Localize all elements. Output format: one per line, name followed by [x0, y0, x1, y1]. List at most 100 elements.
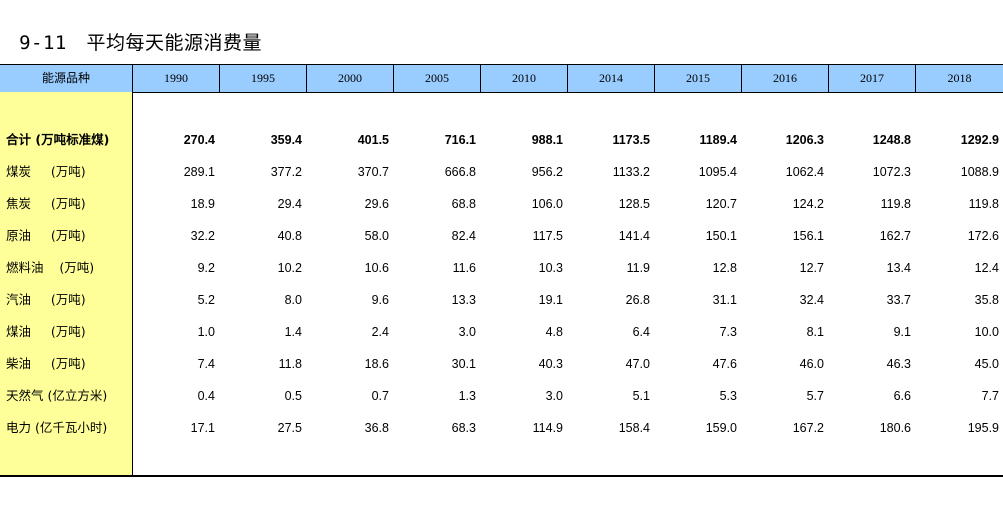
- table-cell: 27.5: [277, 421, 302, 435]
- table-cell: 32.4: [799, 293, 824, 307]
- table-cell: 150.1: [705, 229, 737, 243]
- table-cell: 9.2: [197, 261, 215, 275]
- table-cell: 19.1: [538, 293, 563, 307]
- table-cell: 106.0: [531, 197, 563, 211]
- table-cell: 156.1: [792, 229, 824, 243]
- table-cell: 956.2: [531, 165, 563, 179]
- table-cell: 11.8: [278, 357, 302, 371]
- header-divider: [132, 65, 133, 92]
- row-label: 煤炭 (万吨): [6, 164, 86, 179]
- table-cell: 270.4: [183, 133, 215, 147]
- table-cell: 35.8: [974, 293, 999, 307]
- table-cell: 988.1: [531, 133, 563, 147]
- row-label: 合计 (万吨标准煤): [6, 132, 110, 147]
- table-cell: 9.1: [893, 325, 911, 339]
- table-cell: 12.7: [799, 261, 824, 275]
- page-title: 9-11 平均每天能源消费量: [6, 6, 262, 55]
- table-cell: 5.3: [719, 389, 737, 403]
- table-cell: 26.8: [625, 293, 650, 307]
- table-cell: 32.2: [190, 229, 215, 243]
- table-row: 煤油 (万吨) 1.0 1.4 2.4 3.0 4.8 6.4 7.3 8.1 9.1 10.0: [0, 316, 1003, 348]
- table-cell: 119.8: [880, 197, 911, 211]
- table-row: 燃料油 (万吨) 9.2 10.2 10.6 11.6 10.3 11.9 12.8 12.7 1…: [0, 252, 1003, 284]
- table-cell: 0.7: [371, 389, 389, 403]
- table-cell: 58.0: [364, 229, 389, 243]
- table-cell: 8.0: [284, 293, 302, 307]
- table-cell: 120.7: [705, 197, 737, 211]
- table-cell: 10.0: [974, 325, 999, 339]
- table-cell: 11.6: [452, 261, 476, 275]
- table-cell: 1173.5: [612, 133, 650, 147]
- table-row: 焦炭 (万吨) 18.9 29.4 29.6 68.8 106.0 128.5 120.7 12…: [0, 188, 1003, 220]
- table-cell: 82.4: [451, 229, 476, 243]
- table-cell: 289.1: [183, 165, 215, 179]
- table-cell: 359.4: [270, 133, 302, 147]
- table-cell: 7.3: [719, 325, 737, 339]
- header-divider: [828, 65, 829, 92]
- table-cell: 33.7: [886, 293, 911, 307]
- table-cell: 1189.4: [699, 133, 737, 147]
- table-cell: 1206.3: [785, 133, 824, 147]
- table-cell: 666.8: [444, 165, 476, 179]
- header-year: 1990: [133, 65, 219, 92]
- table-cell: 377.2: [270, 165, 302, 179]
- row-label: 焦炭 (万吨): [6, 196, 86, 211]
- table-cell: 29.4: [277, 197, 302, 211]
- table-cell: 1062.4: [785, 165, 824, 179]
- row-label: 汽油 (万吨): [6, 292, 86, 307]
- table-cell: 6.6: [893, 389, 911, 403]
- table-cell: 1095.4: [698, 165, 737, 179]
- table-cell: 6.4: [632, 325, 650, 339]
- table-cell: 117.5: [532, 229, 563, 243]
- table-cell: 158.4: [618, 421, 650, 435]
- table-cell: 40.3: [538, 357, 563, 371]
- label-column: [0, 92, 133, 475]
- table-cell: 30.1: [451, 357, 476, 371]
- table-cell: 7.7: [981, 389, 999, 403]
- row-label: 电力 (亿千瓦小时): [6, 420, 108, 435]
- table-cell: 1.0: [197, 325, 215, 339]
- table-cell: 10.6: [364, 261, 389, 275]
- header-divider: [654, 65, 655, 92]
- table-cell: 10.2: [277, 261, 302, 275]
- table-cell: 370.7: [357, 165, 389, 179]
- table-cell: 18.6: [364, 357, 389, 371]
- header-year: 2000: [307, 65, 393, 92]
- table-cell: 0.5: [284, 389, 302, 403]
- table-cell: 47.0: [625, 357, 650, 371]
- table-row: 汽油 (万吨) 5.2 8.0 9.6 13.3 19.1 26.8 31.1 32.4 33.7…: [0, 284, 1003, 316]
- header-label: 能源品种: [0, 65, 132, 92]
- table-cell: 68.3: [451, 421, 476, 435]
- header-divider: [741, 65, 742, 92]
- row-label: 柴油 (万吨): [6, 356, 86, 371]
- table-row: 煤炭 (万吨) 289.1 377.2 370.7 666.8 956.2 1133.2 10…: [0, 156, 1003, 188]
- table-cell: 11.9: [626, 261, 650, 275]
- table-cell: 167.2: [792, 421, 824, 435]
- row-label: 原油 (万吨): [6, 228, 86, 243]
- header-divider: [306, 65, 307, 92]
- table-cell: 46.0: [799, 357, 824, 371]
- table-cell: 68.8: [451, 197, 476, 211]
- table-cell: 172.6: [967, 229, 999, 243]
- table-title: 平均每天能源消费量: [86, 32, 262, 54]
- header-divider: [915, 65, 916, 92]
- table-cell: 119.8: [968, 197, 999, 211]
- row-label: 天然气 (亿立方米): [6, 388, 108, 403]
- table-cell: 3.0: [458, 325, 476, 339]
- table-cell: 46.3: [886, 357, 911, 371]
- table-cell: 1088.9: [960, 165, 999, 179]
- table-cell: 195.9: [967, 421, 999, 435]
- table-cell: 162.7: [879, 229, 911, 243]
- row-label: 煤油 (万吨): [6, 324, 86, 339]
- row-label: 燃料油 (万吨): [6, 260, 95, 275]
- table-cell: 13.3: [451, 293, 476, 307]
- header-year: 2015: [655, 65, 741, 92]
- table-cell: 29.6: [364, 197, 389, 211]
- table-cell: 4.8: [545, 325, 563, 339]
- table-cell: 2.4: [371, 325, 389, 339]
- header-divider: [480, 65, 481, 92]
- table-cell: 7.4: [197, 357, 215, 371]
- header-divider: [567, 65, 568, 92]
- table-cell: 47.6: [712, 357, 737, 371]
- table-cell: 3.0: [545, 389, 563, 403]
